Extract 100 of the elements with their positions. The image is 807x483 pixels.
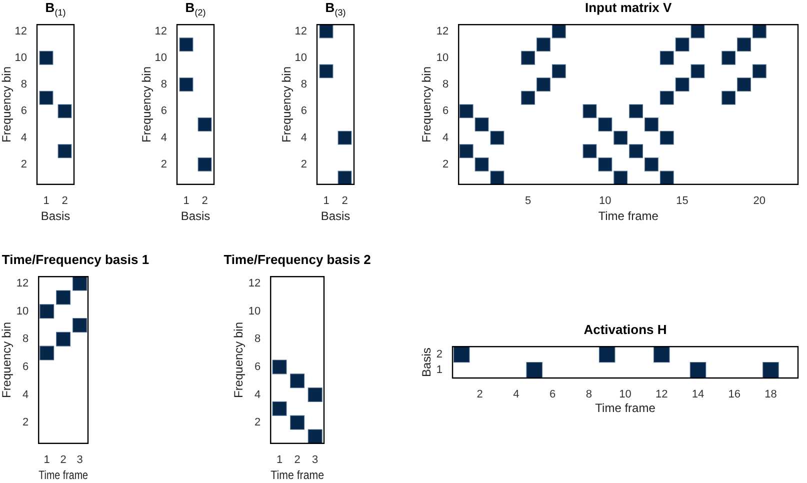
x-tick-label: 3 — [312, 454, 318, 466]
x-tick-label: 1 — [43, 195, 50, 208]
point — [582, 104, 597, 118]
point — [552, 64, 566, 78]
point — [675, 78, 690, 92]
point — [459, 144, 474, 158]
point — [552, 24, 566, 38]
point — [319, 24, 334, 38]
y-tick-label: 8 — [20, 78, 27, 91]
point — [660, 170, 674, 184]
x-tick-label: 2 — [202, 195, 208, 208]
y-axis-title: Frequency bin — [232, 322, 246, 398]
x-axis-title: Basis — [40, 209, 70, 224]
y-tick-label: 2 — [442, 158, 449, 170]
point — [56, 332, 71, 346]
point — [690, 24, 705, 38]
y-tick-label: 2 — [254, 416, 261, 429]
y-axis-title: Basis — [420, 348, 434, 377]
point — [598, 118, 612, 132]
point — [474, 157, 489, 172]
chart-title: B$_{(3)}$ — [325, 0, 346, 20]
point — [198, 118, 212, 132]
x-tick-label: 10 — [599, 195, 612, 208]
point — [660, 50, 674, 65]
y-tick-label: 2 — [160, 158, 167, 170]
point — [272, 360, 287, 374]
x-tick-label: 10 — [619, 388, 632, 401]
point — [737, 38, 751, 52]
point — [690, 64, 705, 78]
point — [722, 50, 736, 65]
point — [308, 388, 322, 402]
y-tick-label: 12 — [154, 25, 167, 38]
y-tick-label: 10 — [154, 52, 167, 64]
x-tick-label: 2 — [476, 388, 483, 401]
y-tick-label: 8 — [254, 333, 261, 346]
point — [521, 50, 536, 65]
x-axis-title: Basis — [180, 209, 210, 224]
y-tick-label: 2 — [436, 348, 443, 360]
point — [660, 130, 674, 145]
y-tick-label: 12 — [16, 278, 29, 290]
y-tick-label: 6 — [300, 105, 307, 118]
x-axis-title: Time frame — [595, 401, 656, 416]
y-tick-label: 8 — [300, 78, 307, 91]
x-tick-label: 1 — [183, 195, 190, 208]
chart-title: Time/Frequency basis 2 — [224, 252, 371, 267]
x-tick-label: 1 — [44, 454, 50, 466]
y-axis-title: Frequency bin — [0, 66, 14, 143]
y-tick-label: 6 — [20, 105, 27, 118]
x-tick-label: 15 — [676, 195, 688, 208]
point — [198, 157, 212, 172]
chart-title: Activations H — [584, 322, 667, 337]
x-tick-label: 1 — [276, 454, 283, 466]
point — [39, 90, 54, 105]
y-tick-label: 1 — [436, 364, 443, 376]
y-tick-label: 12 — [14, 25, 27, 38]
x-tick-label: 5 — [524, 195, 532, 208]
point — [536, 38, 550, 52]
point — [675, 38, 690, 52]
y-tick-label: 2 — [22, 416, 29, 429]
y-tick-label: 6 — [22, 360, 29, 373]
x-tick-label: 6 — [549, 388, 556, 401]
x-tick-label: 14 — [692, 388, 704, 401]
point — [290, 415, 305, 430]
y-tick-label: 4 — [20, 132, 27, 144]
x-tick-label: 2 — [62, 195, 68, 208]
y-tick-label: 2 — [300, 158, 307, 170]
y-tick-label: 8 — [442, 78, 449, 91]
point — [40, 304, 54, 319]
x-axis-title: Time frame — [270, 470, 324, 482]
point — [536, 78, 550, 92]
y-tick-label: 2 — [20, 158, 27, 170]
point — [40, 346, 54, 360]
point — [752, 24, 766, 38]
chart-title: Time/Frequency basis 1 — [2, 252, 150, 267]
y-tick-label: 4 — [442, 132, 449, 144]
x-tick-label: 2 — [342, 195, 348, 208]
chart-title: B$_{(1)}$ — [45, 0, 66, 20]
point — [582, 144, 597, 158]
y-tick-label: 10 — [16, 305, 29, 318]
y-tick-label: 6 — [442, 105, 449, 118]
point — [598, 157, 612, 172]
point — [614, 170, 628, 184]
point — [272, 401, 287, 416]
point — [179, 78, 194, 92]
x-tick-label: 3 — [76, 454, 83, 466]
y-tick-label: 10 — [248, 305, 261, 318]
x-axis-title: Basis — [320, 209, 350, 224]
point — [737, 78, 751, 92]
y-tick-label: 12 — [436, 25, 449, 38]
point — [179, 38, 194, 52]
x-tick-label: 1 — [323, 195, 330, 208]
x-tick-label: 8 — [586, 388, 592, 401]
point — [752, 64, 766, 78]
point — [308, 429, 322, 444]
point — [614, 130, 628, 145]
point — [490, 170, 504, 184]
point — [660, 90, 674, 105]
x-axis-title: Time frame — [598, 209, 659, 224]
point — [521, 90, 536, 105]
point — [56, 290, 71, 305]
